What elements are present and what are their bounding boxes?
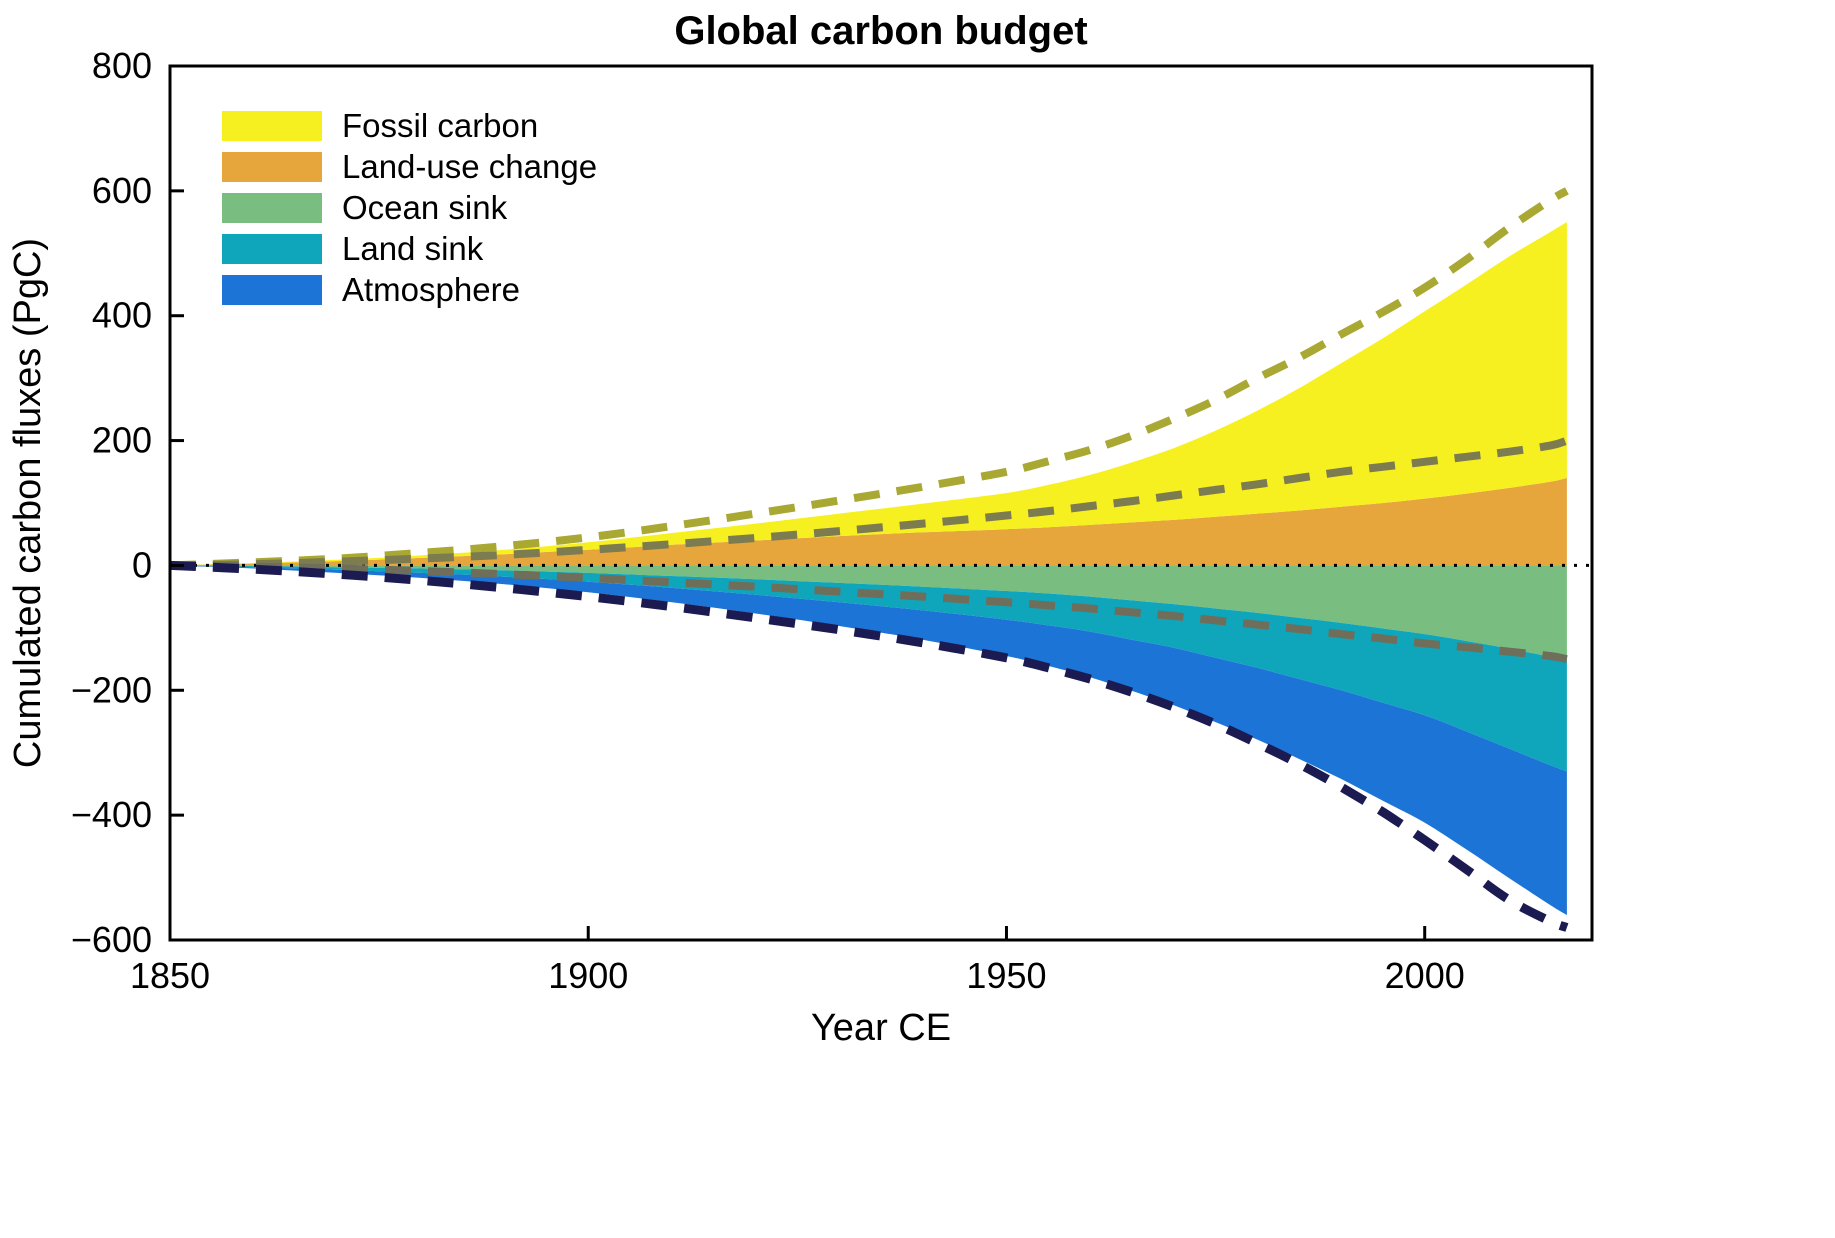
area-atmosphere bbox=[170, 565, 1567, 915]
y-tick-label: 800 bbox=[92, 45, 152, 86]
y-axis-label: Cumulated carbon fluxes (PgC) bbox=[7, 238, 49, 768]
legend-swatch-land_use bbox=[222, 152, 322, 182]
dashed-line-sink-inner bbox=[169, 561, 1568, 664]
legend-item-land_use: Land-use change bbox=[222, 148, 598, 185]
legend-item-atmosphere: Atmosphere bbox=[222, 271, 597, 308]
area-ocean bbox=[170, 565, 1567, 660]
y-tick-label: −200 bbox=[71, 669, 152, 710]
legend-swatch-ocean bbox=[222, 193, 322, 223]
dashed-line-emissions-inner bbox=[169, 436, 1569, 570]
axes-box bbox=[168, 64, 1594, 942]
x-tick-label: 2000 bbox=[1385, 955, 1465, 996]
y-tick-label: 600 bbox=[92, 170, 152, 211]
legend-item-land_sink: Land sink bbox=[222, 230, 597, 267]
dashed-line-total-sinks-lower bbox=[169, 560, 1569, 932]
legend-swatch-fossil bbox=[222, 111, 322, 141]
dashed-line-total-emissions-upper bbox=[169, 187, 1569, 570]
x-tick-label: 1900 bbox=[548, 955, 628, 996]
legend-item-ocean: Ocean sink bbox=[222, 189, 597, 226]
legend-label-land_sink: Land sink bbox=[342, 230, 484, 267]
legend-label-ocean: Ocean sink bbox=[342, 189, 508, 226]
y-tick-label: −400 bbox=[71, 794, 152, 835]
legend-label-land_use: Land-use change bbox=[342, 148, 598, 185]
legend-label-atmosphere: Atmosphere bbox=[342, 271, 520, 308]
y-tick-label: 200 bbox=[92, 420, 152, 461]
area-fossil bbox=[170, 222, 1567, 566]
legend-item-fossil: Fossil carbon bbox=[222, 107, 597, 144]
y-tick-label: 0 bbox=[132, 544, 152, 585]
x-axis-label: Year CE bbox=[811, 1007, 951, 1049]
legend-label-fossil: Fossil carbon bbox=[342, 107, 539, 144]
chart-title: Global carbon budget bbox=[674, 9, 1087, 53]
y-tick-label: −600 bbox=[71, 919, 152, 960]
legend-swatch-atmosphere bbox=[222, 275, 322, 305]
legend: Fossil carbon Land-use change Ocean sink La… bbox=[222, 107, 598, 308]
x-tick-label: 1950 bbox=[966, 955, 1046, 996]
x-tick-label: 1850 bbox=[130, 955, 210, 996]
y-tick-label: 400 bbox=[92, 295, 152, 336]
legend-swatch-land_sink bbox=[222, 234, 322, 264]
plot-layers: 1850 1900 1950 20008006004002000−200−400−60… bbox=[71, 45, 1594, 996]
area-land_use bbox=[170, 478, 1567, 566]
